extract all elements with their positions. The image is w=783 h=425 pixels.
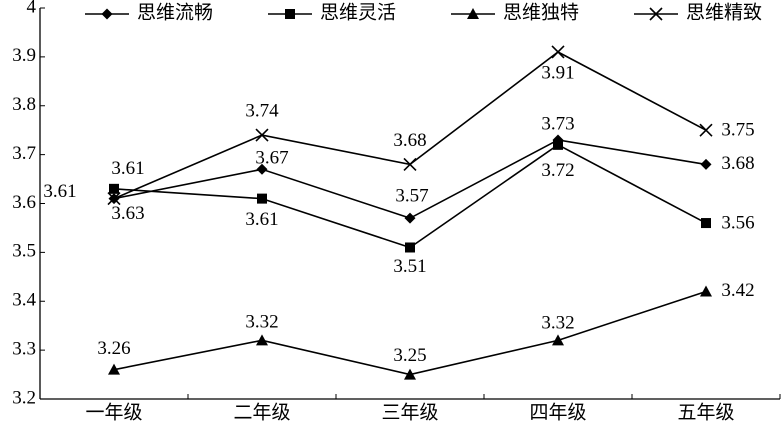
marker bbox=[467, 8, 479, 19]
data-label: 3.73 bbox=[541, 113, 574, 134]
data-label: 3.91 bbox=[541, 62, 574, 83]
y-tick-label: 3.6 bbox=[12, 192, 36, 213]
y-tick-label: 3.5 bbox=[12, 241, 36, 262]
x-tick-label: 四年级 bbox=[529, 401, 586, 423]
data-label: 3.57 bbox=[395, 186, 428, 207]
marker bbox=[285, 9, 295, 19]
marker bbox=[404, 368, 416, 380]
data-label: 3.61 bbox=[43, 181, 76, 202]
marker bbox=[404, 212, 416, 224]
data-label: 3.51 bbox=[393, 256, 426, 277]
data-label: 3.75 bbox=[721, 120, 754, 141]
data-label: 3.26 bbox=[97, 338, 130, 359]
marker bbox=[256, 334, 268, 346]
marker bbox=[551, 45, 565, 59]
x-tick-label: 一年级 bbox=[85, 401, 142, 423]
x-tick-label: 二年级 bbox=[233, 401, 290, 423]
marker bbox=[108, 363, 120, 375]
x-tick-label: 三年级 bbox=[381, 401, 438, 423]
data-label: 3.72 bbox=[541, 160, 574, 181]
marker bbox=[700, 158, 712, 170]
y-tick-label: 3.7 bbox=[12, 143, 36, 164]
marker bbox=[699, 123, 713, 137]
data-label: 3.74 bbox=[245, 100, 279, 121]
data-label: 3.67 bbox=[255, 148, 288, 169]
legend-label: 思维精致 bbox=[686, 1, 762, 23]
marker bbox=[403, 157, 417, 171]
marker bbox=[701, 218, 711, 229]
marker bbox=[101, 8, 113, 20]
legend-label: 思维流畅 bbox=[137, 1, 213, 23]
marker bbox=[649, 7, 663, 21]
y-tick-label: 3.2 bbox=[12, 387, 36, 408]
legend-label: 思维独特 bbox=[503, 1, 579, 23]
marker bbox=[552, 334, 564, 346]
data-label: 3.32 bbox=[541, 313, 574, 334]
marker bbox=[255, 128, 269, 142]
y-tick-label: 3.8 bbox=[12, 94, 36, 115]
data-label: 3.63 bbox=[111, 203, 144, 224]
legend-label: 思维灵活 bbox=[320, 1, 396, 23]
data-label: 3.32 bbox=[245, 312, 278, 333]
y-tick-label: 3.4 bbox=[12, 290, 36, 311]
x-tick-label: 五年级 bbox=[677, 401, 734, 423]
data-label: 3.68 bbox=[393, 130, 426, 151]
y-tick-label: 3.9 bbox=[12, 45, 36, 66]
marker bbox=[256, 163, 268, 175]
y-tick-label: 4 bbox=[27, 0, 37, 17]
marker bbox=[107, 192, 121, 206]
data-label: 3.56 bbox=[721, 212, 754, 233]
y-tick-label: 3.3 bbox=[12, 338, 36, 359]
marker bbox=[700, 285, 712, 297]
marker bbox=[553, 139, 563, 150]
marker bbox=[405, 242, 415, 253]
data-label: 3.61 bbox=[245, 209, 278, 230]
data-label: 3.61 bbox=[111, 158, 144, 179]
data-label: 3.68 bbox=[721, 153, 754, 174]
data-label: 3.25 bbox=[393, 345, 426, 366]
data-label: 3.42 bbox=[721, 280, 754, 301]
marker bbox=[257, 193, 267, 204]
marker bbox=[109, 183, 119, 194]
